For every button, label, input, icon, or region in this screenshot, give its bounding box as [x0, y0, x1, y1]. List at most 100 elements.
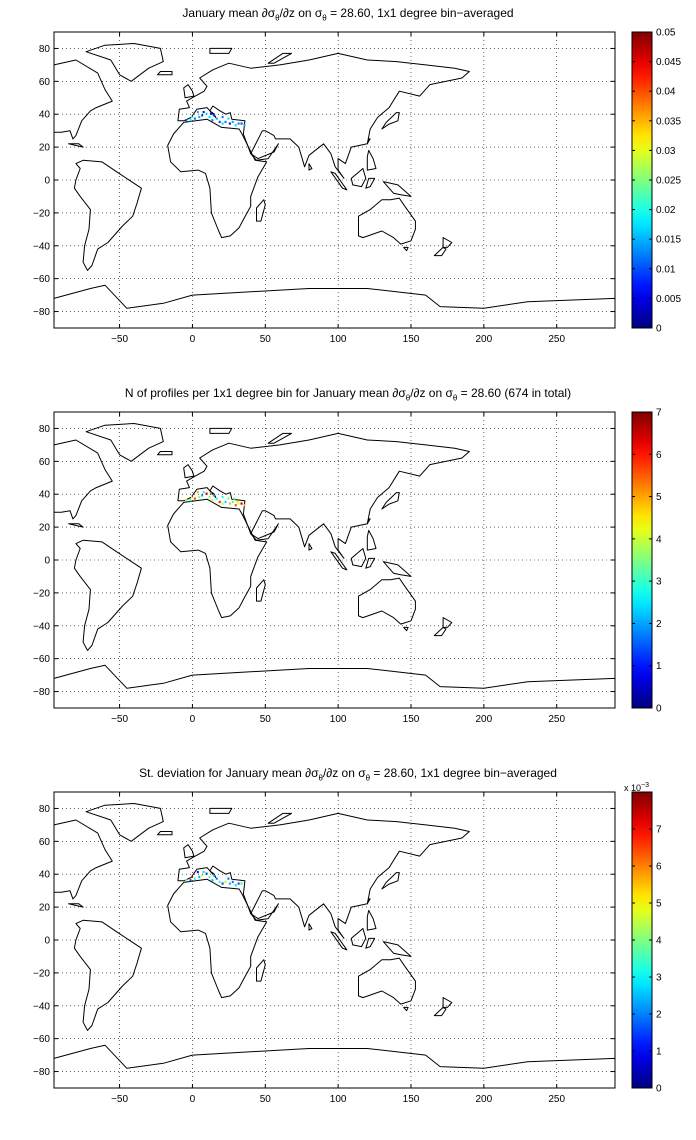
data-bin-cell — [231, 120, 234, 124]
x-tick-label: 150 — [403, 714, 420, 725]
data-bin-cell — [205, 872, 208, 875]
data-bin-cell — [211, 879, 214, 882]
x-tick-label: 100 — [330, 1094, 347, 1105]
y-tick-label: −80 — [33, 1067, 50, 1078]
colorbar-tick-label: 1 — [656, 661, 662, 672]
data-bin-cell — [212, 494, 215, 497]
data-bin-cell — [227, 877, 230, 880]
y-tick-label: 40 — [39, 490, 51, 501]
data-bin-cell — [208, 875, 211, 879]
landmass-cuba — [68, 143, 84, 148]
landmass-new-zealand — [442, 617, 453, 628]
y-tick-label: 40 — [39, 870, 51, 881]
world-map-plot: −50 0 50 100 150 200 250806040200−20−40−60−807… — [33, 408, 662, 726]
y-tick-label: −20 — [33, 208, 50, 219]
data-bin-cell — [240, 882, 243, 885]
landmass-svalbard — [209, 807, 233, 814]
data-bin-cell — [211, 499, 214, 502]
landmass-taiwan — [366, 138, 371, 145]
landmass-iceland — [157, 451, 173, 456]
landmass-tasmania — [403, 626, 409, 632]
colorbar-tick-label: 0.04 — [656, 87, 676, 98]
data-bin-cell — [215, 497, 218, 500]
data-bin-cell — [189, 499, 192, 502]
data-bin-cell — [185, 119, 188, 122]
y-tick-label: 20 — [39, 143, 51, 154]
landmass-madagascar — [256, 199, 266, 222]
landmass-africa — [167, 878, 268, 999]
world-map-plot: −50 0 50 100 150 200 250806040200−20−40−60−807… — [33, 791, 662, 1105]
landmass-borneo — [350, 548, 367, 568]
landmass-japan — [381, 112, 400, 130]
data-bins — [185, 870, 243, 887]
data-bin-cell — [240, 122, 243, 125]
data-bin-cell — [198, 875, 201, 879]
data-bin-cell — [209, 492, 212, 495]
data-bin-cell — [240, 502, 243, 505]
data-bin-cell — [189, 119, 192, 122]
x-tick-label: 200 — [476, 714, 493, 725]
data-bin-cell — [221, 495, 224, 499]
landmass-new-guinea — [382, 941, 412, 957]
gridlines — [54, 792, 615, 1088]
landmass-south-america — [73, 919, 142, 1031]
data-bin-cell — [218, 500, 221, 504]
landmass-taiwan — [366, 518, 371, 525]
colorbar-exponent-label: x 10−3 — [624, 782, 649, 793]
landmass-svalbard — [209, 47, 233, 54]
landmass-sulawesi — [365, 557, 376, 569]
data-bin-cell — [237, 502, 240, 505]
data-bin-cell — [196, 870, 199, 874]
gridlines — [54, 412, 615, 708]
colorbar-tick-label: 0.035 — [656, 116, 681, 127]
x-tick-label: 250 — [548, 714, 565, 725]
landmass-iceland — [157, 831, 173, 836]
map-panel-profile-count: N of profiles per 1x1 degree bin for Jan… — [0, 380, 696, 760]
landmass-sumatra — [330, 931, 348, 951]
data-bin-cell — [215, 117, 218, 120]
y-tick-label: −60 — [33, 274, 50, 285]
data-bin-cell — [208, 495, 211, 499]
data-bin-cell — [228, 502, 231, 505]
x-tick-label: 200 — [476, 1094, 493, 1105]
data-bin-cell — [190, 875, 194, 879]
data-bin-cell — [185, 499, 188, 502]
landmass-new-guinea — [382, 561, 412, 577]
y-tick-label: 60 — [39, 837, 51, 848]
data-bin-cell — [196, 110, 199, 114]
y-tick-label: 60 — [39, 77, 51, 88]
data-bin-cell — [243, 124, 246, 127]
data-bin-cell — [202, 110, 205, 114]
y-tick-label: 20 — [39, 523, 51, 534]
x-tick-label: 0 — [190, 714, 196, 725]
y-tick-label: −40 — [33, 621, 50, 632]
landmass-madagascar — [256, 579, 266, 602]
y-tick-label: 80 — [39, 424, 51, 435]
y-tick-label: −80 — [33, 307, 50, 318]
x-tick-label: 0 — [190, 334, 196, 345]
world-map-plot: −50 0 50 100 150 200 250806040200−20−40−60−800… — [33, 28, 681, 346]
data-bin-cell — [212, 874, 215, 877]
landmass-cuba — [68, 523, 84, 528]
data-bin-cell — [208, 115, 211, 119]
landmass-new-zealand — [442, 997, 453, 1008]
landmass-japan — [381, 872, 400, 890]
y-tick-label: 0 — [44, 556, 50, 567]
data-bin-cell — [224, 500, 227, 504]
landmass-novaya-zemlya — [267, 52, 292, 64]
colorbar-tick-label: 2 — [656, 1010, 662, 1021]
x-tick-label: −50 — [111, 334, 128, 345]
colorbar-tick-label: 5 — [656, 899, 662, 910]
landmass-iceland — [157, 71, 173, 76]
landmass-eurasia — [177, 432, 470, 559]
data-bin-cell — [205, 112, 208, 115]
y-tick-label: 80 — [39, 804, 51, 815]
landmass-novaya-zemlya — [267, 432, 292, 444]
landmass-north-america — [53, 819, 113, 900]
colorbar-tick-label: 1 — [656, 1047, 662, 1058]
landmass-japan — [381, 492, 400, 510]
y-tick-label: −40 — [33, 241, 50, 252]
landmass-sri-lanka — [308, 163, 313, 171]
data-bin-cell — [185, 879, 188, 882]
x-tick-label: 50 — [260, 714, 272, 725]
